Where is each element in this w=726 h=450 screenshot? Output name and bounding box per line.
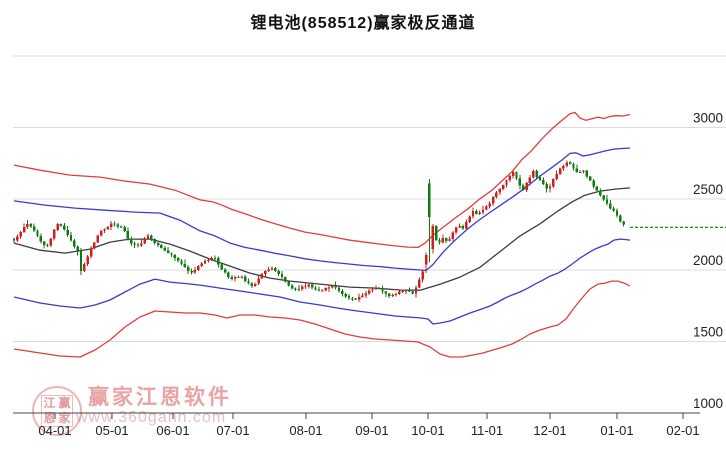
seal-char: 江 <box>43 396 56 410</box>
gridlines <box>13 55 726 343</box>
seal-char: 恩 <box>43 411 56 425</box>
chart-title: 锂电池(858512)赢家极反通道 <box>250 15 476 32</box>
x-tick-label: 06-01 <box>156 423 189 438</box>
channel-outer-resistance-red <box>13 111 631 249</box>
x-axis: 04-01 05-01 06-01 07-01 08-01 09-01 10-01 11-01… <box>13 412 700 438</box>
channel-midline-black <box>13 187 631 291</box>
channel-inner-resistance-blue <box>13 147 631 272</box>
watermark-brand-text: 赢家江恩软件 <box>88 386 232 409</box>
x-tick-label: 09-01 <box>355 423 388 438</box>
y-tick-label: 1500 <box>693 325 723 340</box>
x-tick-label: 01-01 <box>600 423 633 438</box>
x-tick-label: 11-01 <box>471 423 503 438</box>
y-tick-label: 3000 <box>693 110 723 125</box>
x-tick-label: 04-01 <box>38 423 71 438</box>
candles-layer <box>12 160 625 302</box>
x-tick-label: 02-01 <box>666 423 699 438</box>
channel-inner-support-blue <box>13 238 631 325</box>
x-tick-label: 05-01 <box>95 423 128 438</box>
x-tick-label: 07-01 <box>216 423 249 438</box>
y-tick-label: 2000 <box>693 253 723 268</box>
gann-seal-logo: 江 赢 恩 家 <box>32 386 82 436</box>
seal-char: 家 <box>58 411 71 425</box>
y-tick-label: 2500 <box>693 182 723 197</box>
y-tick-label: 1000 <box>693 396 723 411</box>
x-tick-label: 08-01 <box>289 423 322 438</box>
seal-characters: 江 赢 恩 家 <box>41 395 73 427</box>
channel-outer-support-red <box>13 280 631 358</box>
x-tick-label: 12-01 <box>533 423 566 438</box>
seal-char: 赢 <box>58 396 71 410</box>
x-tick-label: 10-01 <box>411 423 444 438</box>
y-axis-labels: 1000 1500 2000 2500 3000 <box>693 110 723 411</box>
